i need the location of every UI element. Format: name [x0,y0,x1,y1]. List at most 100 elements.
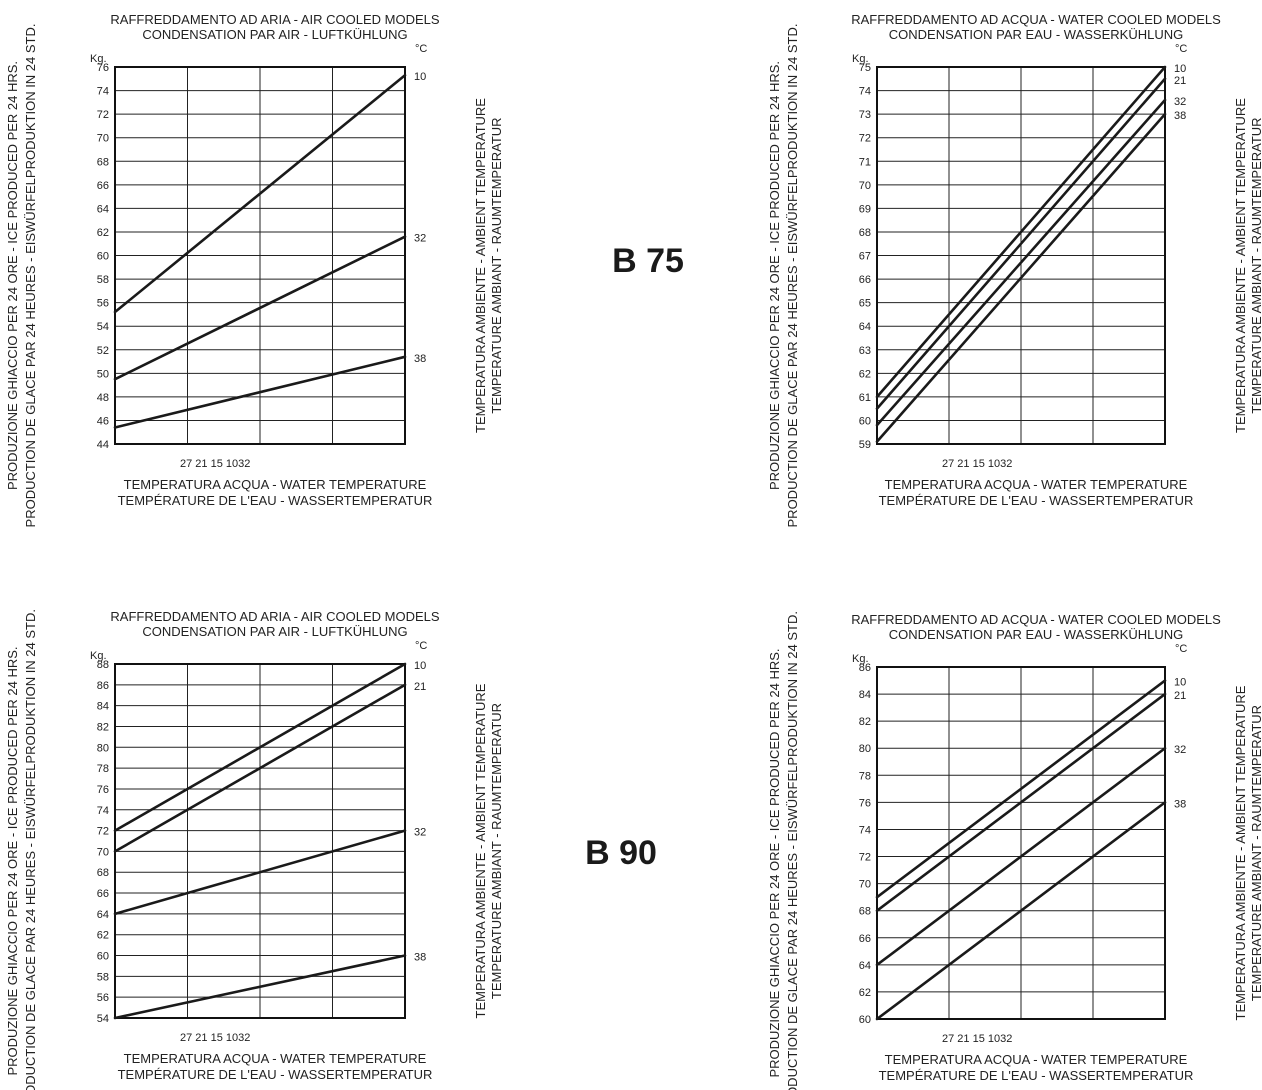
model-label-b75: B 75 [612,242,684,280]
chart-4: RAFFREDDAMENTO AD ACQUA - WATER COOLED M… [767,611,1262,1090]
y-tick-label: 60 [859,1014,871,1026]
y-tick-label: 44 [97,439,109,451]
y-unit-label: Kg. [90,53,107,65]
y-tick-label: 72 [859,133,871,145]
x-tick-labels: 27 21 15 1032 [180,1032,250,1044]
series-line [875,692,1167,912]
series-label: 10 [414,660,426,672]
series-line [113,235,407,381]
series-line [113,355,407,429]
y-tick-label: 61 [859,392,871,404]
y-tick-label: 78 [97,763,109,775]
series-line [875,65,1167,399]
y-tick-label: 80 [97,742,109,754]
y-tick-label: 48 [97,392,109,404]
y-tick-label: 63 [859,345,871,357]
y-tick-label: 62 [859,368,871,380]
series-line [875,98,1167,427]
series-label: 38 [414,353,426,365]
y-tick-label: 70 [859,879,871,891]
series-label: 10 [1174,63,1186,75]
chart-subtitle: CONDENSATION PAR EAU - WASSERKÜHLUNG [889,27,1183,42]
series-line [113,829,407,916]
right-axis-label-1: TEMPERATURA AMBIENTE - AMBIENT TEMPERATU… [473,683,488,1018]
x-tick-labels: 27 21 15 1032 [942,458,1012,470]
series-line [113,954,407,1020]
y-tick-label: 64 [97,909,109,921]
chart-title: RAFFREDDAMENTO AD ARIA - AIR COOLED MODE… [110,12,439,27]
y-axis-label-2: PRODUCTION DE GLACE PAR 24 HEURES - EISW… [23,609,38,1090]
x-axis-label-1: TEMPERATURA ACQUA - WATER TEMPERATURE [885,1052,1188,1067]
series-line [875,746,1167,967]
series-unit-label: °C [1175,643,1187,655]
y-unit-label: Kg. [90,650,107,662]
y-tick-label: 86 [859,662,871,674]
y-tick-label: 64 [859,960,871,972]
y-tick-label: 58 [97,274,109,286]
y-tick-label: 73 [859,109,871,121]
y-tick-label: 72 [97,826,109,838]
y-tick-label: 62 [97,227,109,239]
y-tick-label: 50 [97,368,109,380]
y-tick-label: 68 [859,227,871,239]
x-axis-label-2: TEMPÉRATURE DE L'EAU - WASSERTEMPERATUR [118,493,433,508]
series-line [113,73,407,314]
x-axis-label-1: TEMPERATURA ACQUA - WATER TEMPERATURE [124,477,427,492]
y-tick-label: 84 [97,701,109,713]
y-tick-label: 72 [859,852,871,864]
y-tick-label: 70 [859,180,871,192]
plot-frame [114,663,406,1019]
y-tick-label: 62 [859,987,871,999]
series-unit-label: °C [415,640,427,652]
right-axis-label-2: TEMPERATURE AMBIANT - RAUMTEMPERATUR [1249,705,1262,1001]
chart-subtitle: CONDENSATION PAR AIR - LUFTKÜHLUNG [142,27,407,42]
y-tick-label: 46 [97,415,109,427]
y-axis-label-1: PRODUZIONE GHIACCIO PER 24 ORE - ICE PRO… [767,61,782,490]
y-tick-label: 70 [97,133,109,145]
x-tick-labels: 27 21 15 1032 [942,1033,1012,1045]
series-unit-label: °C [415,43,427,55]
x-tick-labels: 27 21 15 1032 [180,458,250,470]
y-tick-label: 60 [97,951,109,963]
y-tick-label: 78 [859,770,871,782]
chart-1: RAFFREDDAMENTO AD ARIA - AIR COOLED MODE… [5,12,504,527]
chart-title: RAFFREDDAMENTO AD ACQUA - WATER COOLED M… [851,12,1221,27]
y-axis-label-2: PRODUCTION DE GLACE PAR 24 HEURES - EISW… [785,24,800,528]
y-tick-label: 68 [859,906,871,918]
chart-2: RAFFREDDAMENTO AD ACQUA - WATER COOLED M… [767,12,1262,527]
series-line [113,683,407,853]
series-label: 32 [414,827,426,839]
y-tick-label: 76 [97,62,109,74]
series-line [113,662,407,832]
y-tick-label: 69 [859,203,871,215]
right-axis-label-1: TEMPERATURA AMBIENTE - AMBIENT TEMPERATU… [473,98,488,433]
y-tick-label: 68 [97,867,109,879]
y-tick-label: 72 [97,109,109,121]
y-tick-label: 70 [97,846,109,858]
plot-frame [114,66,406,445]
y-tick-label: 82 [859,716,871,728]
y-tick-label: 65 [859,298,871,310]
y-tick-label: 74 [859,824,871,836]
y-tick-label: 56 [97,298,109,310]
series-line [875,77,1167,410]
right-axis-label-2: TEMPERATURE AMBIANT - RAUMTEMPERATUR [1249,117,1262,413]
plot-frame [876,66,1166,445]
y-axis-label-1: PRODUZIONE GHIACCIO PER 24 ORE - ICE PRO… [767,648,782,1077]
model-label-b90: B 90 [585,834,657,872]
right-axis-label-1: TEMPERATURA AMBIENTE - AMBIENT TEMPERATU… [1233,685,1248,1020]
y-tick-label: 52 [97,345,109,357]
y-tick-label: 59 [859,439,871,451]
y-tick-label: 74 [97,805,109,817]
right-axis-label-2: TEMPERATURE AMBIANT - RAUMTEMPERATUR [489,117,504,413]
y-tick-label: 62 [97,930,109,942]
series-label: 21 [1174,75,1186,87]
x-axis-label-2: TEMPÉRATURE DE L'EAU - WASSERTEMPERATUR [118,1067,433,1082]
y-tick-label: 75 [859,62,871,74]
chart-3: RAFFREDDAMENTO AD ARIA - AIR COOLED MODE… [5,609,504,1090]
series-label: 32 [1174,744,1186,756]
chart-title: RAFFREDDAMENTO AD ACQUA - WATER COOLED M… [851,612,1221,627]
y-tick-label: 66 [859,274,871,286]
plot-frame [876,666,1166,1020]
